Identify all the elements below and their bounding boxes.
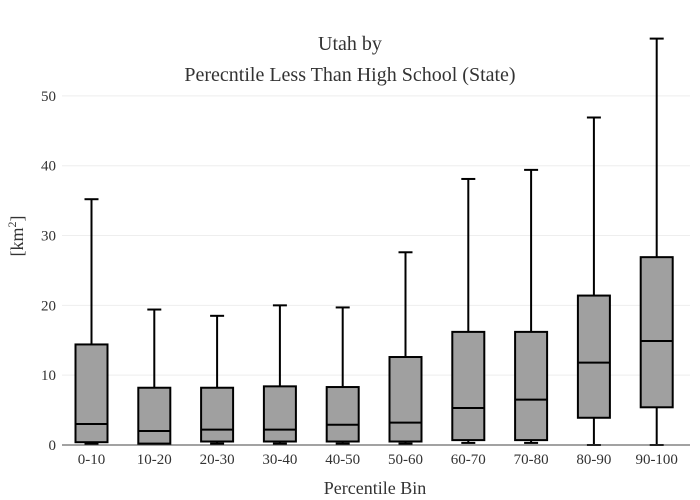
x-axis-ticks: 0-10 10-20 20-30 30-40 40-50 50-60 60-70 70-80 8… <box>78 452 678 468</box>
chart-title-line-2: Perecntile Less Than High School (State) <box>184 64 515 86</box>
y-axis-ticks: 0 10 20 30 40 50 <box>41 89 56 454</box>
y-axis-title-superscript: 2 <box>5 222 19 228</box>
y-tick-label: 10 <box>41 368 56 384</box>
x-tick-label: 10-20 <box>137 452 172 468</box>
x-tick-label: 60-70 <box>451 452 486 468</box>
y-tick-label: 40 <box>41 159 56 175</box>
box-iqr <box>639 256 674 409</box>
y-tick-label: 20 <box>41 298 56 314</box>
box-iqr <box>514 330 549 442</box>
box-plot-90-100 <box>639 37 674 446</box>
y-tick-label: 0 <box>49 438 57 454</box>
x-tick-label: 70-80 <box>514 452 549 468</box>
x-tick-label: 30-40 <box>262 452 297 468</box>
box-iqr <box>137 386 172 445</box>
box-plot-40-50 <box>325 306 360 445</box>
y-tick-label: 30 <box>41 229 56 245</box>
box-iqr <box>325 386 360 443</box>
y-axis-title-unit: [km <box>7 228 27 257</box>
box-iqr <box>74 343 109 444</box>
box-plot-80-90 <box>576 116 611 446</box>
x-tick-label: 50-60 <box>388 452 423 468</box>
box-iqr <box>388 356 423 443</box>
x-axis-title: Percentile Bin <box>324 478 426 498</box>
box-iqr <box>451 330 486 442</box>
x-tick-label: 0-10 <box>78 452 106 468</box>
x-tick-label: 20-30 <box>200 452 235 468</box>
y-axis-title-close: ] <box>7 216 27 222</box>
box-plot-20-30 <box>200 314 235 445</box>
box-series <box>74 37 674 446</box>
box-iqr <box>262 385 297 443</box>
x-tick-label: 40-50 <box>325 452 360 468</box>
chart-title-line-1: Utah by <box>318 33 382 55</box>
box-iqr <box>200 386 235 443</box>
box-plot-30-40 <box>262 304 297 445</box>
box-plot-0-10 <box>74 198 109 445</box>
y-axis-title: [km2] <box>5 216 27 257</box>
y-tick-label: 50 <box>41 89 56 105</box>
box-plot-50-60 <box>388 251 423 445</box>
box-plot-10-20 <box>137 308 172 446</box>
box-plot-70-80 <box>514 168 549 444</box>
box-iqr <box>576 294 611 419</box>
box-plot-60-70 <box>451 177 486 444</box>
x-tick-label: 80-90 <box>576 452 611 468</box>
x-tick-label: 90-100 <box>635 452 678 468</box>
